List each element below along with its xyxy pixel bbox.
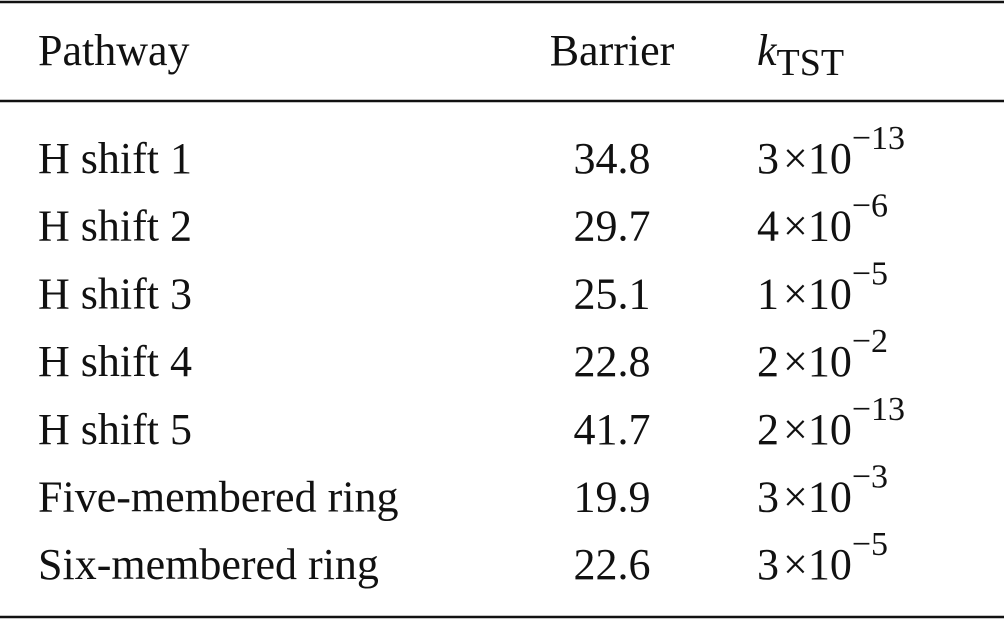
rate-times: ×10 [783,269,852,318]
pathway-cell: H shift 4 [38,337,192,386]
rate-cell: 3×10−5 [757,526,888,589]
barrier-cell: 19.9 [574,473,651,522]
rate-exponent: −13 [852,391,905,428]
rate-cell: 4×10−6 [757,188,888,251]
header-pathway: Pathway [38,26,190,75]
pathway-cell: H shift 3 [38,269,192,318]
barrier-cell: 25.1 [574,269,651,318]
barrier-cell: 41.7 [574,405,651,454]
rate-times: ×10 [783,337,852,386]
rate-times: ×10 [783,202,852,251]
rate-coefficient: 2 [757,405,779,454]
barrier-cell: 29.7 [574,202,651,251]
rate-exponent: −5 [852,255,888,292]
k-symbol: k [757,26,778,75]
rate-times: ×10 [783,540,852,589]
rate-exponent: −3 [852,459,888,496]
barrier-cell: 34.8 [574,134,651,183]
rate-cell: 2×10−13 [757,391,905,454]
rate-coefficient: 1 [757,269,779,318]
rate-coefficient: 3 [757,540,779,589]
rate-coefficient: 3 [757,134,779,183]
rate-cell: 2×10−2 [757,323,888,386]
barrier-cell: 22.8 [574,337,651,386]
barrier-cell: 22.6 [574,540,651,589]
rate-exponent: −13 [852,120,905,157]
rate-times: ×10 [783,405,852,454]
rate-cell: 3×10−13 [757,120,905,183]
rate-coefficient: 3 [757,473,779,522]
header-barrier: Barrier [550,26,675,75]
rate-cell: 3×10−3 [757,459,888,522]
rate-exponent: −6 [852,188,888,225]
header-k: kTST [757,26,844,84]
rate-exponent: −5 [852,526,888,563]
rate-coefficient: 4 [757,202,779,251]
k-subscript: TST [777,42,845,84]
rate-cell: 1×10−5 [757,255,888,318]
rate-exponent: −2 [852,323,888,360]
rate-times: ×10 [783,134,852,183]
pathway-cell: H shift 5 [38,405,192,454]
pathway-cell: Five-membered ring [38,473,398,522]
pathway-cell: H shift 2 [38,202,192,251]
rate-times: ×10 [783,473,852,522]
pathway-cell: Six-membered ring [38,540,379,589]
rate-coefficient: 2 [757,337,779,386]
pathway-cell: H shift 1 [38,134,192,183]
